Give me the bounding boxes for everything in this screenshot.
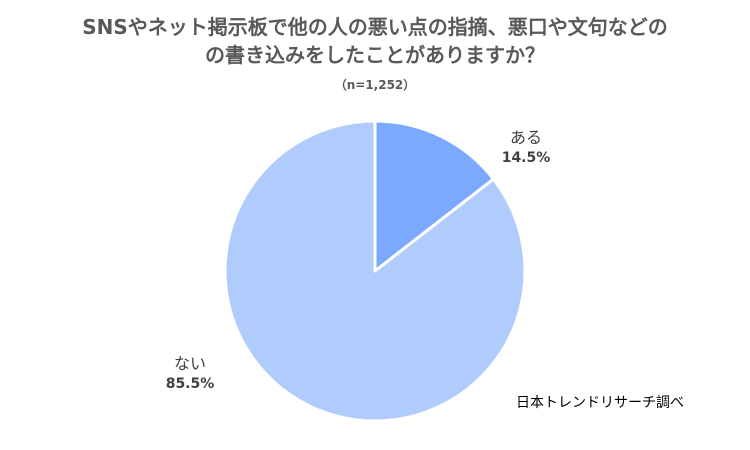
slice-label-nai-value: 85.5% [165, 376, 215, 392]
chart-title-line-2: の書き込みをしたことがありますか？ [205, 43, 545, 67]
source-note: 日本トレンドリサーチ調べ [516, 395, 684, 411]
pie-slice-1 [223, 119, 527, 423]
chart-subtitle: （n=1,252） [334, 78, 416, 92]
chart-title-line-1: SNSやネット掲示板で他の人の悪い点の指摘、悪口や文句などの [82, 15, 668, 39]
slice-label-aru: ある 14.5% [486, 128, 566, 168]
slice-label-nai-name: ない [173, 354, 206, 373]
pie-slice-0 [373, 119, 496, 273]
slice-label-aru-value: 14.5% [501, 150, 551, 166]
slice-label-aru-name: ある [509, 128, 542, 147]
slice-label-nai: ない 85.5% [150, 354, 230, 394]
